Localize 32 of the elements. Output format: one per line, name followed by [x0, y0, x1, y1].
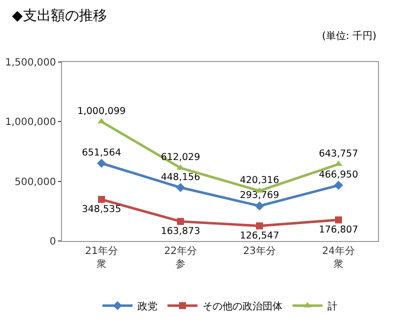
data-label: 163,873	[160, 226, 200, 237]
y-tick-label: 1,000,000	[5, 117, 56, 128]
point	[98, 196, 105, 203]
x-tick-label: 22年分参	[164, 245, 197, 270]
legend-label: その他の政治団体	[202, 300, 282, 313]
legend-label: 計	[328, 300, 338, 313]
point	[334, 180, 344, 190]
data-label: 1,000,099	[77, 106, 126, 117]
chart-title: ◆支出額の推移	[12, 8, 107, 24]
y-tick-label: 500,000	[14, 176, 56, 188]
x-tick-label: 21年分衆	[85, 245, 118, 270]
y-tick-label: 0	[50, 236, 56, 248]
point	[177, 218, 184, 225]
data-label: 420,316	[240, 175, 280, 186]
point	[176, 182, 186, 192]
x-tick-label: 23年分	[243, 245, 276, 257]
data-label: 651,564	[82, 148, 122, 158]
data-label: 466,950	[318, 170, 358, 181]
x-tick-label: 24年分衆	[322, 245, 355, 270]
text: (単位: 千円)	[322, 30, 376, 42]
point	[256, 222, 263, 230]
point	[254, 201, 264, 210]
data-label: 348,535	[82, 204, 122, 215]
data-label: 448,156	[160, 172, 200, 183]
data-label: 176,807	[318, 224, 358, 236]
legend-label: 政党	[138, 300, 158, 313]
point	[96, 158, 106, 168]
data-label: 126,547	[240, 230, 280, 242]
data-label: 293,769	[240, 190, 280, 202]
point	[335, 216, 342, 224]
data-label: 643,757	[318, 148, 358, 160]
y-tick-label: 1,500,000	[5, 58, 56, 68]
